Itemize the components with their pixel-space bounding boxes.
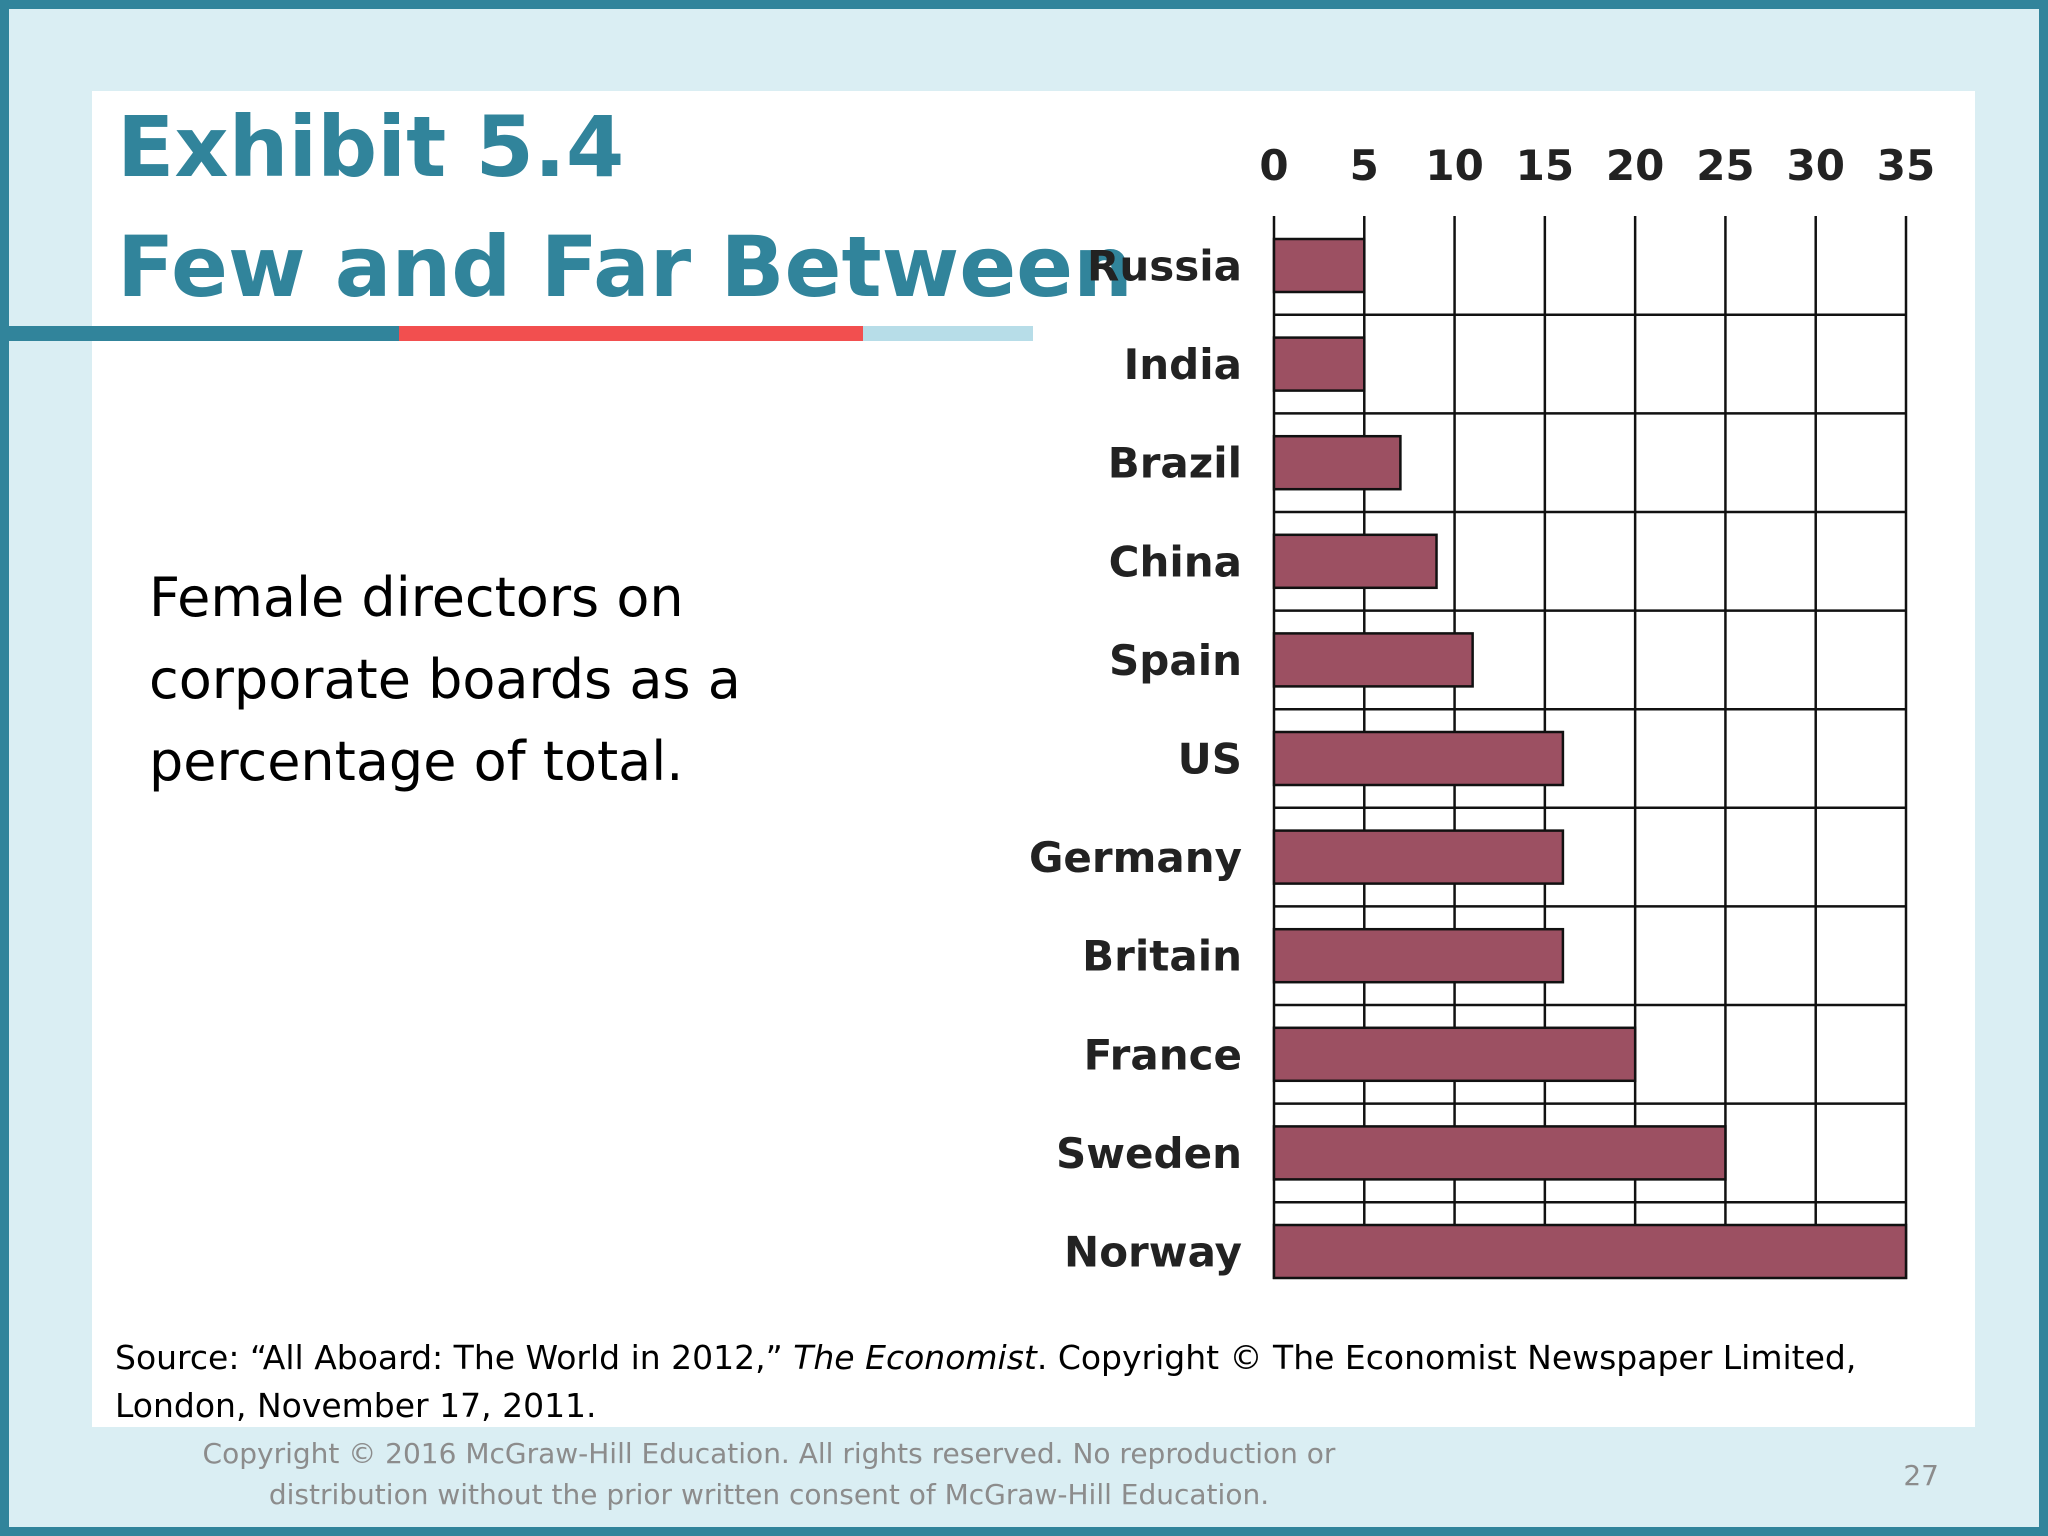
tick-label-20: 20: [1606, 141, 1664, 190]
source-prefix: Source: “All Aboard: The World in 2012,”: [115, 1338, 794, 1377]
tick-label-30: 30: [1786, 141, 1844, 190]
bar-chart: 0 5 10 15 20 25 30 35 Russia India Brazil China Spai…: [1029, 141, 1935, 1280]
category-label-france: France: [1084, 1030, 1242, 1079]
tick-label-0: 0: [1259, 141, 1288, 190]
bar-britain: [1272, 927, 1565, 984]
slide-title: Few and Far Between: [117, 218, 1133, 316]
page-number: 27: [1903, 1459, 1939, 1492]
title-underline-light: [863, 326, 1033, 341]
source-publication: The Economist: [793, 1338, 1037, 1377]
tick-label-25: 25: [1696, 141, 1754, 190]
category-label-britain: Britain: [1082, 932, 1242, 981]
copyright-notice: Copyright © 2016 McGraw-Hill Education. …: [202, 1437, 1336, 1511]
chart-description: Female directors on corporate boards as …: [149, 566, 741, 793]
bar-france: [1272, 1026, 1637, 1083]
category-label-us: US: [1178, 735, 1242, 784]
tick-label-15: 15: [1516, 141, 1574, 190]
tick-label-35: 35: [1877, 141, 1935, 190]
tick-label-5: 5: [1350, 141, 1379, 190]
bar-germany: [1272, 829, 1565, 885]
category-label-india: India: [1124, 340, 1242, 389]
bar-china: [1272, 533, 1438, 590]
exhibit-number: Exhibit 5.4: [117, 98, 625, 196]
category-label-germany: Germany: [1029, 833, 1242, 882]
tick-label-10: 10: [1425, 141, 1483, 190]
bar-us: [1272, 730, 1565, 787]
title-underline-red: [399, 326, 863, 341]
category-label-brazil: Brazil: [1108, 439, 1242, 488]
category-label-russia: Russia: [1087, 242, 1242, 291]
title-underline-teal: [9, 326, 399, 341]
source-citation: Source: “All Aboard: The World in 2012,”…: [115, 1334, 1915, 1430]
source-details: . Copyright © The Economist Newspaper Li…: [115, 1338, 1857, 1425]
bar-india: [1272, 336, 1366, 392]
bar-norway: [1272, 1223, 1908, 1280]
category-label-sweden: Sweden: [1056, 1129, 1242, 1178]
category-label-china: China: [1109, 537, 1242, 586]
bar-russia: [1272, 237, 1366, 294]
bar-spain: [1272, 632, 1474, 688]
category-label-spain: Spain: [1109, 636, 1242, 685]
bar-brazil: [1272, 434, 1402, 491]
category-label-norway: Norway: [1064, 1228, 1242, 1277]
bar-sweden: [1272, 1125, 1727, 1181]
